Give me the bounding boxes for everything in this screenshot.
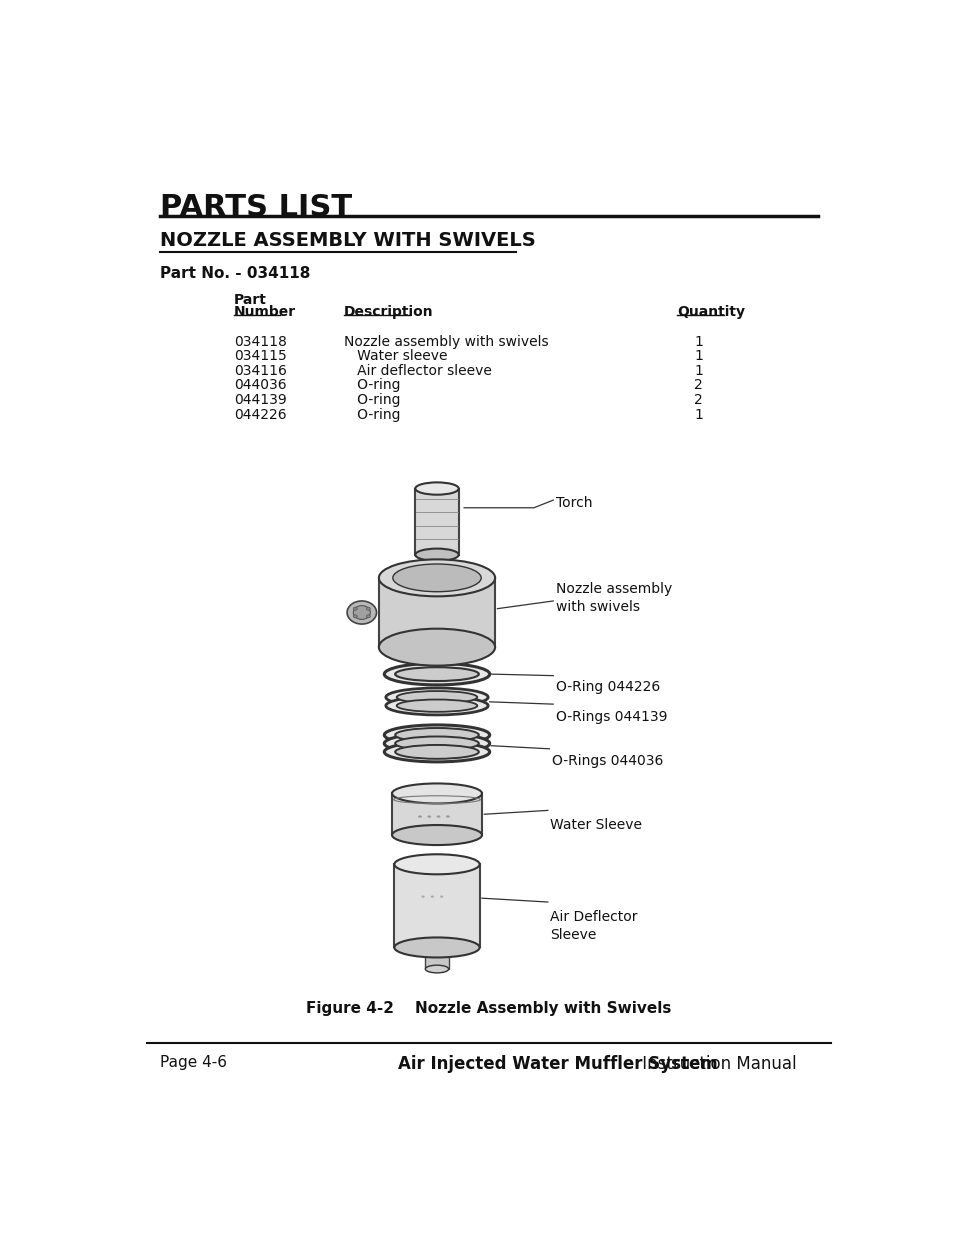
Text: Air deflector sleeve: Air deflector sleeve <box>344 364 492 378</box>
Ellipse shape <box>427 815 431 818</box>
Bar <box>427 555 446 571</box>
Text: O-Rings 044036: O-Rings 044036 <box>551 755 662 768</box>
Ellipse shape <box>394 855 479 874</box>
Text: 2: 2 <box>694 393 702 408</box>
Bar <box>378 578 495 647</box>
Text: 1: 1 <box>694 350 702 363</box>
Ellipse shape <box>384 725 489 745</box>
Text: Quantity: Quantity <box>677 305 744 319</box>
Ellipse shape <box>425 966 448 973</box>
Text: PARTS LIST: PARTS LIST <box>159 193 352 222</box>
Ellipse shape <box>392 825 481 845</box>
Ellipse shape <box>392 783 481 804</box>
Text: Nozzle assembly
with swivels: Nozzle assembly with swivels <box>555 582 671 614</box>
Ellipse shape <box>347 601 376 624</box>
Text: O-Ring 044226: O-Ring 044226 <box>555 680 659 694</box>
Ellipse shape <box>415 483 458 495</box>
Ellipse shape <box>353 605 370 620</box>
Text: NOZZLE ASSEMBLY WITH SWIVELS: NOZZLE ASSEMBLY WITH SWIVELS <box>159 231 535 251</box>
Text: O-ring: O-ring <box>344 393 400 408</box>
Text: Torch: Torch <box>555 496 592 510</box>
Ellipse shape <box>395 667 478 680</box>
Ellipse shape <box>415 548 458 561</box>
Text: Water sleeve: Water sleeve <box>344 350 447 363</box>
Text: 1: 1 <box>694 364 702 378</box>
Text: 044139: 044139 <box>233 393 287 408</box>
Bar <box>394 864 479 947</box>
Bar <box>415 489 458 555</box>
Text: 034118: 034118 <box>233 335 287 348</box>
Text: 1: 1 <box>694 335 702 348</box>
Ellipse shape <box>395 745 478 758</box>
Text: 034116: 034116 <box>233 364 287 378</box>
Text: Part No. - 034118: Part No. - 034118 <box>159 266 310 282</box>
Text: Air Injected Water Muffler System: Air Injected Water Muffler System <box>397 1055 718 1073</box>
Bar <box>425 947 448 969</box>
Text: Number: Number <box>233 305 295 319</box>
Text: Air Deflector
Sleeve: Air Deflector Sleeve <box>550 910 637 942</box>
Text: Figure 4-2    Nozzle Assembly with Swivels: Figure 4-2 Nozzle Assembly with Swivels <box>306 1002 671 1016</box>
Ellipse shape <box>439 895 443 898</box>
Ellipse shape <box>353 615 356 618</box>
Text: Water Sleeve: Water Sleeve <box>550 818 641 832</box>
Ellipse shape <box>384 663 489 685</box>
Ellipse shape <box>393 564 480 592</box>
Ellipse shape <box>431 895 434 898</box>
Ellipse shape <box>385 697 488 715</box>
Ellipse shape <box>353 608 356 610</box>
Text: Page 4-6: Page 4-6 <box>159 1055 226 1071</box>
Ellipse shape <box>396 699 476 711</box>
Text: Instruction Manual: Instruction Manual <box>637 1055 796 1073</box>
Ellipse shape <box>366 615 370 618</box>
Ellipse shape <box>421 895 424 898</box>
Ellipse shape <box>385 688 488 706</box>
Ellipse shape <box>394 937 479 957</box>
Text: O-Rings 044139: O-Rings 044139 <box>555 710 666 724</box>
Text: 034115: 034115 <box>233 350 287 363</box>
Text: 1: 1 <box>694 408 702 421</box>
Ellipse shape <box>366 608 370 610</box>
Ellipse shape <box>445 815 449 818</box>
Text: Nozzle assembly with swivels: Nozzle assembly with swivels <box>344 335 548 348</box>
Text: Description: Description <box>344 305 434 319</box>
Text: 044036: 044036 <box>233 378 286 393</box>
Bar <box>392 793 481 835</box>
Text: Part: Part <box>233 293 267 308</box>
Text: O-ring: O-ring <box>344 408 400 421</box>
Ellipse shape <box>396 692 476 704</box>
Ellipse shape <box>417 815 421 818</box>
Ellipse shape <box>378 629 495 666</box>
Ellipse shape <box>378 559 495 597</box>
Text: 2: 2 <box>694 378 702 393</box>
Ellipse shape <box>384 742 489 762</box>
Ellipse shape <box>436 815 440 818</box>
Ellipse shape <box>395 736 478 751</box>
Ellipse shape <box>384 734 489 753</box>
Ellipse shape <box>395 727 478 742</box>
Text: O-ring: O-ring <box>344 378 400 393</box>
Text: 044226: 044226 <box>233 408 286 421</box>
Ellipse shape <box>427 567 446 574</box>
